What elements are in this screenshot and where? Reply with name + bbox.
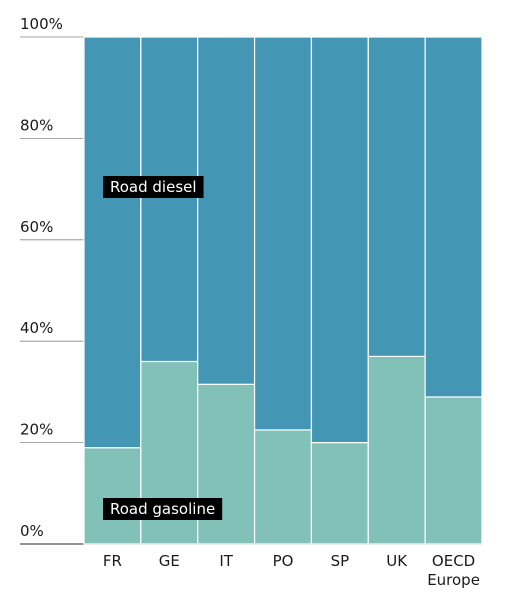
road-gasoline-annotation-label: Road gasoline [110,500,215,518]
bar-segment-road-diesel [424,36,483,398]
x-category-label: GE [159,552,180,570]
bar-segment-road-gasoline [83,447,142,545]
road-gasoline-annotation-background [103,498,223,520]
bar-segment-road-diesel [197,36,256,385]
bar-segment-road-diesel [367,36,426,358]
y-tick-label: 60% [20,218,53,236]
y-tick-label: 20% [20,421,53,439]
x-category-label: UK [386,552,408,570]
y-tick-label: 100% [20,15,63,33]
bar-segment-road-diesel [140,36,199,363]
bar-segment-road-gasoline [367,355,426,545]
x-axis-category-labels: FR GE IT PO SP UK OECD Europe [103,552,480,589]
bar-segment-road-diesel [310,36,369,444]
y-tick-label: 80% [20,116,53,134]
y-tick-label: 40% [20,319,53,337]
road-gasoline-annotation: Road gasoline [103,498,223,520]
x-category-label: PO [273,552,294,570]
x-category-label: OECD Europe [427,552,480,589]
road-diesel-annotation-label: Road diesel [110,178,197,196]
y-tick-label: 0% [20,522,44,540]
bar-segment-road-gasoline [253,429,313,545]
bar-segment-road-gasoline [310,442,369,545]
bar-segment-road-diesel [83,36,142,449]
road-diesel-annotation-background [103,176,204,198]
x-category-label: FR [103,552,122,570]
x-category-label: SP [331,552,350,570]
bar-segment-road-gasoline [424,396,483,545]
bar-segment-road-diesel [253,36,313,431]
x-category-label: IT [219,552,233,570]
road-diesel-annotation: Road diesel [103,176,204,198]
bar-segment-road-gasoline [197,383,256,545]
bars [83,36,483,545]
y-axis-tick-labels: 0% 20% 40% 60% 80% 100% [20,15,63,540]
